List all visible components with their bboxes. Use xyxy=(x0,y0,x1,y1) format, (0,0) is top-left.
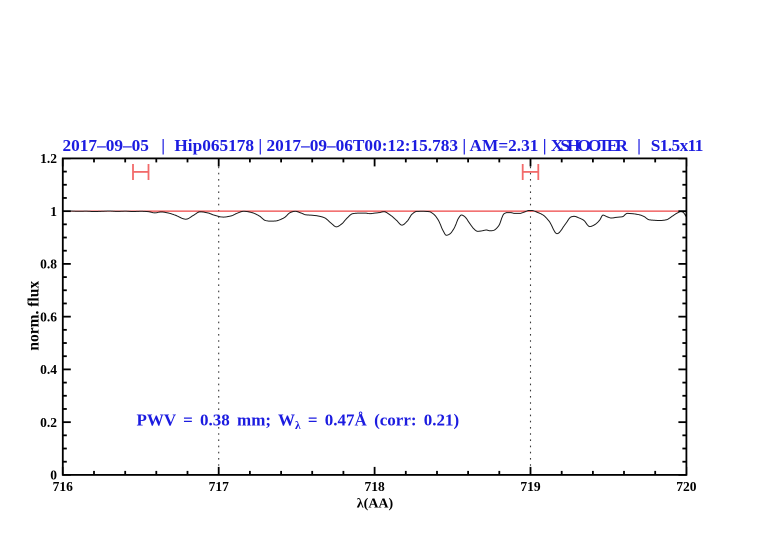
svg-text:720: 720 xyxy=(676,479,697,494)
svg-text:0.2: 0.2 xyxy=(40,415,57,430)
svg-text:1.2: 1.2 xyxy=(40,151,57,166)
svg-text:norm. flux: norm. flux xyxy=(25,281,42,351)
svg-text:1: 1 xyxy=(50,204,57,219)
svg-text:λ(AA): λ(AA) xyxy=(357,497,394,512)
svg-text:0.6: 0.6 xyxy=(40,309,57,324)
svg-text:718: 718 xyxy=(364,479,385,494)
svg-text:716: 716 xyxy=(53,479,74,494)
svg-text:717: 717 xyxy=(209,479,230,494)
svg-text:0: 0 xyxy=(50,468,57,483)
svg-text:719: 719 xyxy=(520,479,541,494)
svg-text:0.4: 0.4 xyxy=(40,362,57,377)
svg-text:PWV = 0.38 mm; Wλ = 0.47Å (cor: PWV = 0.38 mm; Wλ = 0.47Å (corr: 0.21) xyxy=(137,411,460,433)
svg-text:0.8: 0.8 xyxy=(40,257,57,272)
svg-text:2017–09–05 | Hip065178 | 2017–: 2017–09–05 | Hip065178 | 2017–09–06T00:1… xyxy=(63,136,703,155)
